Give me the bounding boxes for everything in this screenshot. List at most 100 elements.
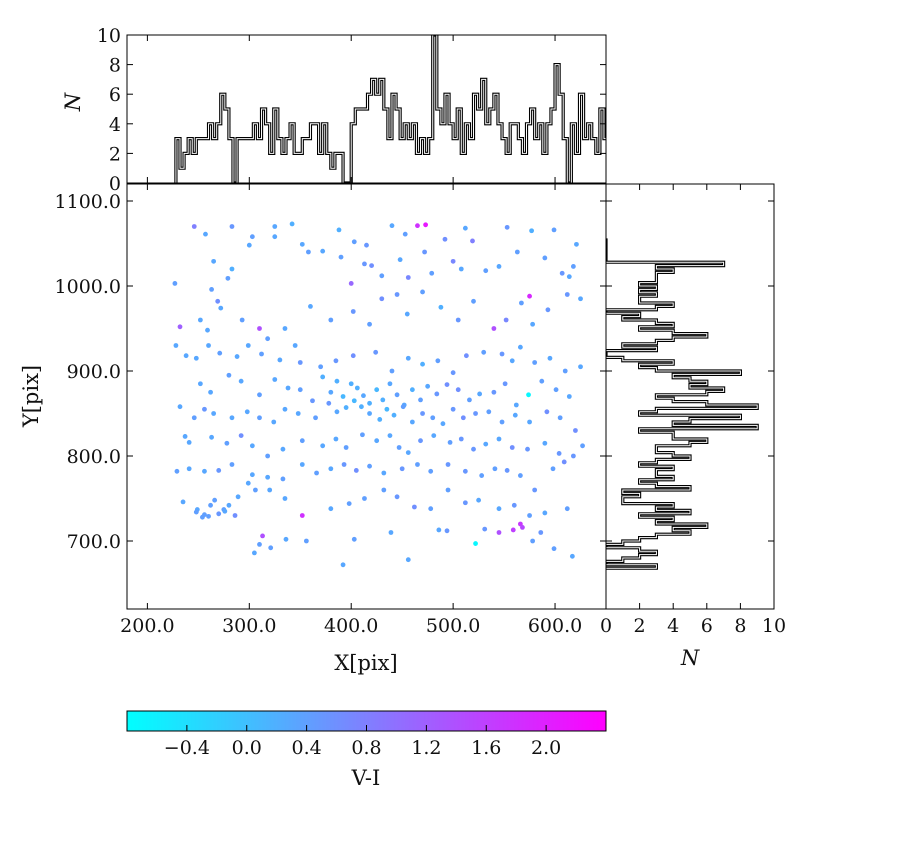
scatter-point [570,264,576,269]
x-tick-label: 500.0 [426,615,480,637]
scatter-point [351,239,357,245]
scatter-point [320,374,326,380]
scatter-point [183,353,189,359]
scatter-point [229,224,235,229]
scatter-point [442,236,448,242]
scatter-point [473,541,478,546]
top-y-tick-label: 4 [109,114,121,136]
scatter-point [377,417,383,422]
scatter-point [173,343,179,348]
scatter-point [513,402,519,408]
scatter-point [272,234,278,240]
x-tick-label: 600.0 [528,615,582,637]
scatter-point [222,508,228,514]
scatter-point [561,459,567,465]
scatter-point [282,496,288,501]
scatter-point [450,258,456,264]
scatter-point [350,353,356,359]
scatter-point [412,504,417,510]
scatter-point [209,434,214,440]
scatter-point [529,228,535,234]
scatter-point [381,487,387,493]
scatter-point [527,293,532,299]
scatter-point [245,343,251,348]
scatter-point [491,326,497,331]
scatter-point [282,326,288,331]
right-x-tick-label: 4 [667,615,679,637]
scatter-point [504,468,510,473]
scatter-point [351,398,357,404]
scatter-point [496,530,502,535]
scatter-point [496,436,502,442]
scatter-point [470,238,475,244]
scatter-point [564,506,570,512]
scatter-point [191,224,197,229]
scatter-point [226,372,232,378]
scatter-point [578,364,583,370]
y-tick-label: 1000.0 [55,276,121,298]
scatter-point [402,231,408,237]
scatter-point [545,307,551,313]
scatter-point [229,462,235,467]
scatter-point [334,409,340,415]
scatter-point [206,343,211,348]
scatter-point [440,421,446,427]
scatter-point [202,468,207,474]
scatter-point [525,446,530,452]
scatter-point [200,514,205,520]
scatter-point [209,287,214,292]
scatter-point [409,419,415,425]
right-histogram-inner-line [606,238,758,569]
scatter-point [235,494,241,500]
scatter-point [512,412,518,418]
scatter-point [283,536,289,542]
scatter-point [532,487,538,493]
scatter-point [471,446,476,452]
scatter-point [346,501,352,506]
right-x-tick-label: 6 [701,615,713,637]
scatter-point [510,527,516,533]
scatter-point [249,234,255,240]
scatter-point [542,440,548,446]
scatter-point [343,405,349,410]
scatter-point [238,433,244,438]
scatter-point [530,538,536,544]
scatter-point [514,249,520,255]
scatter-point [564,292,570,297]
top-y-tick-label: 2 [109,143,121,165]
scatter-point [431,433,437,438]
scatter-point [380,397,386,403]
scatter-point [211,411,217,416]
scatter-point [341,462,347,467]
scatter-point [239,317,245,323]
scatter-point [186,440,192,445]
scatter-point [420,411,425,416]
scatter-point [350,309,356,314]
scatter-point [389,223,395,229]
scatter-point [381,470,387,476]
scatter-point [306,249,311,255]
scatter-point [193,355,199,361]
scatter-point [471,298,476,304]
scatter-point [463,353,469,359]
scatter-point [462,225,468,231]
scatter-point [292,343,298,348]
scatter-point [172,281,178,286]
scatter-point [462,468,468,474]
top-histogram-ylabel: N [61,92,85,112]
scatter-point [519,300,524,306]
scatter-point [208,389,213,395]
scatter-point [249,443,255,449]
scatter-point [482,526,488,532]
scatter-point [334,378,340,384]
scatter-point [177,324,183,330]
scatter-point [203,231,208,237]
scatter-point [551,227,557,233]
scatter-point [430,415,436,421]
scatter-point [271,419,277,425]
scatter-point [232,513,238,518]
scatter-point [310,398,315,404]
top-y-tick-label: 10 [97,25,121,47]
scatter-point [434,391,440,397]
